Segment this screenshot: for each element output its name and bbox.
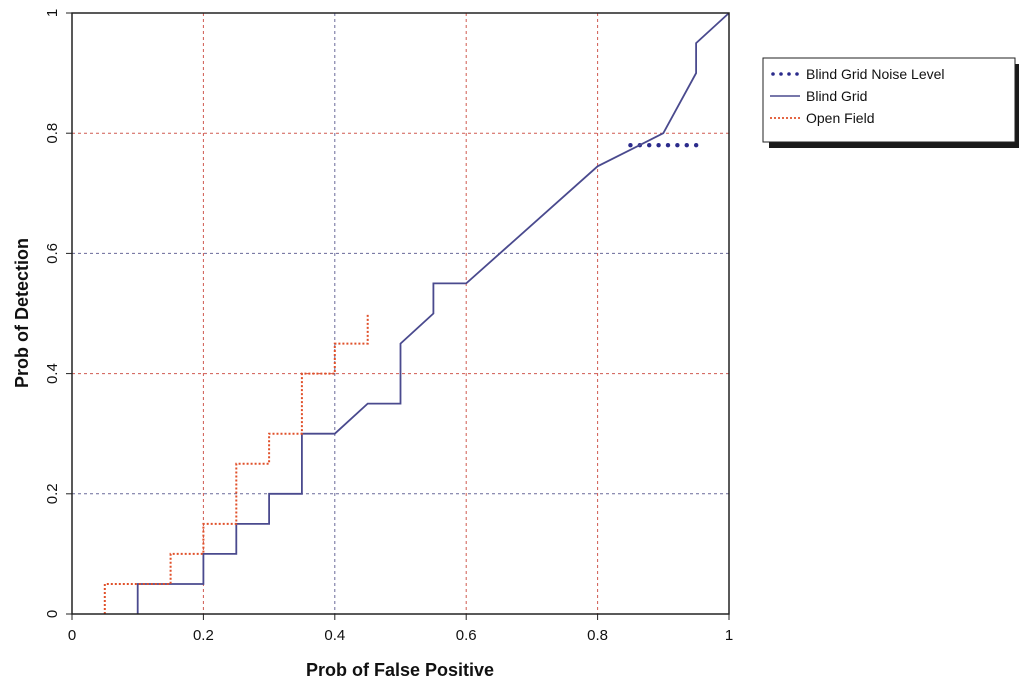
x-axis-title: Prob of False Positive [306,660,494,680]
y-tick-label: 0.2 [44,483,61,504]
open-field-line [103,313,369,614]
legend-swatch [771,72,775,76]
x-tick-label: 0.8 [587,627,608,644]
blind-grid-noise-level-marker [684,143,689,148]
legend-swatch [787,72,791,76]
blind-grid-line [136,12,730,614]
y-tick-label: 0 [44,610,61,618]
legend-label: Blind Grid Noise Level [806,66,945,82]
series-layer [103,12,730,614]
x-tick-label: 0.2 [193,627,214,644]
blind-grid-noise-level-marker [628,143,633,148]
y-tick-label: 1 [44,9,61,17]
legend-swatch [795,72,799,76]
blind-grid-noise-level-marker [693,143,699,148]
y-tick-label: 0.6 [44,243,61,264]
legend-item-open-field: Open Field [770,110,874,126]
grid-lines [72,13,729,614]
blind-grid-noise-level-marker [665,143,671,148]
x-tick-label: 0 [68,627,76,644]
legend-item-blind-grid: Blind Grid [770,88,867,104]
x-tick-label: 1 [725,627,733,644]
blind-grid-noise-level-marker [675,143,680,148]
y-axis-title: Prob of Detection [12,238,32,388]
blind-grid-noise-level-marker [656,143,661,148]
legend-item-blind-grid-noise-level: Blind Grid Noise Level [771,66,945,82]
plot-frame [71,12,730,615]
y-tick-label: 0.8 [44,123,61,144]
tick-labels: 0 0.2 0.4 0.6 0.8 1 0 0.2 0.4 0.6 0.8 1 [44,9,733,644]
legend-swatch [779,72,783,76]
legend-label: Blind Grid [806,88,867,104]
y-tick-label: 0.4 [44,363,61,384]
legend-label: Open Field [806,110,874,126]
legend-box [762,57,1016,143]
x-tick-label: 0.4 [324,627,345,644]
blind-grid-noise-level-marker [647,143,652,148]
legend: Blind Grid Noise Level Blind Grid Open Fie… [762,57,1019,148]
x-tick-label: 0.6 [456,627,477,644]
